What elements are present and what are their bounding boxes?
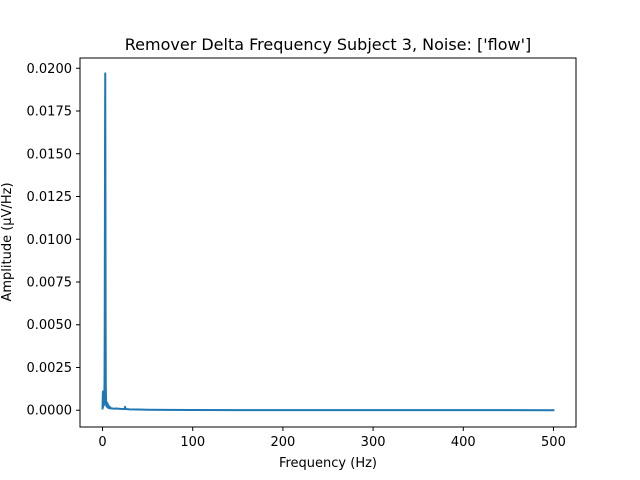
y-tick-label: 0.0150 bbox=[27, 147, 73, 162]
series-line-0 bbox=[101, 72, 555, 412]
y-tick-label: 0.0000 bbox=[27, 404, 73, 419]
x-tick-label: 0 bbox=[98, 435, 106, 450]
plot-area bbox=[101, 72, 555, 412]
y-axis: 0.0000 0.0025 0.0050 0.0075 0.0100 0.0125 0.01… bbox=[27, 62, 80, 419]
axes-frame bbox=[79, 57, 577, 428]
y-tick-label: 0.0050 bbox=[27, 318, 73, 333]
chart-title: Remover Delta Frequency Subject 3, Noise… bbox=[125, 35, 531, 54]
x-tick-label: 200 bbox=[270, 435, 295, 450]
y-tick-label: 0.0100 bbox=[27, 233, 73, 248]
x-tick-label: 100 bbox=[180, 435, 205, 450]
y-tick-label: 0.0175 bbox=[27, 105, 73, 120]
x-tick-label: 500 bbox=[541, 435, 566, 450]
x-axis: 0 100 200 300 400 500 bbox=[98, 427, 566, 450]
y-axis-label: Amplitude (μV/Hz) bbox=[0, 182, 15, 301]
x-axis-label: Frequency (Hz) bbox=[279, 456, 377, 471]
y-tick-label: 0.0200 bbox=[27, 62, 73, 77]
y-tick-label: 0.0125 bbox=[27, 190, 73, 205]
y-tick-label: 0.0025 bbox=[27, 361, 73, 376]
y-tick-label: 0.0075 bbox=[27, 275, 73, 290]
x-tick-label: 300 bbox=[361, 435, 386, 450]
x-tick-label: 400 bbox=[451, 435, 476, 450]
